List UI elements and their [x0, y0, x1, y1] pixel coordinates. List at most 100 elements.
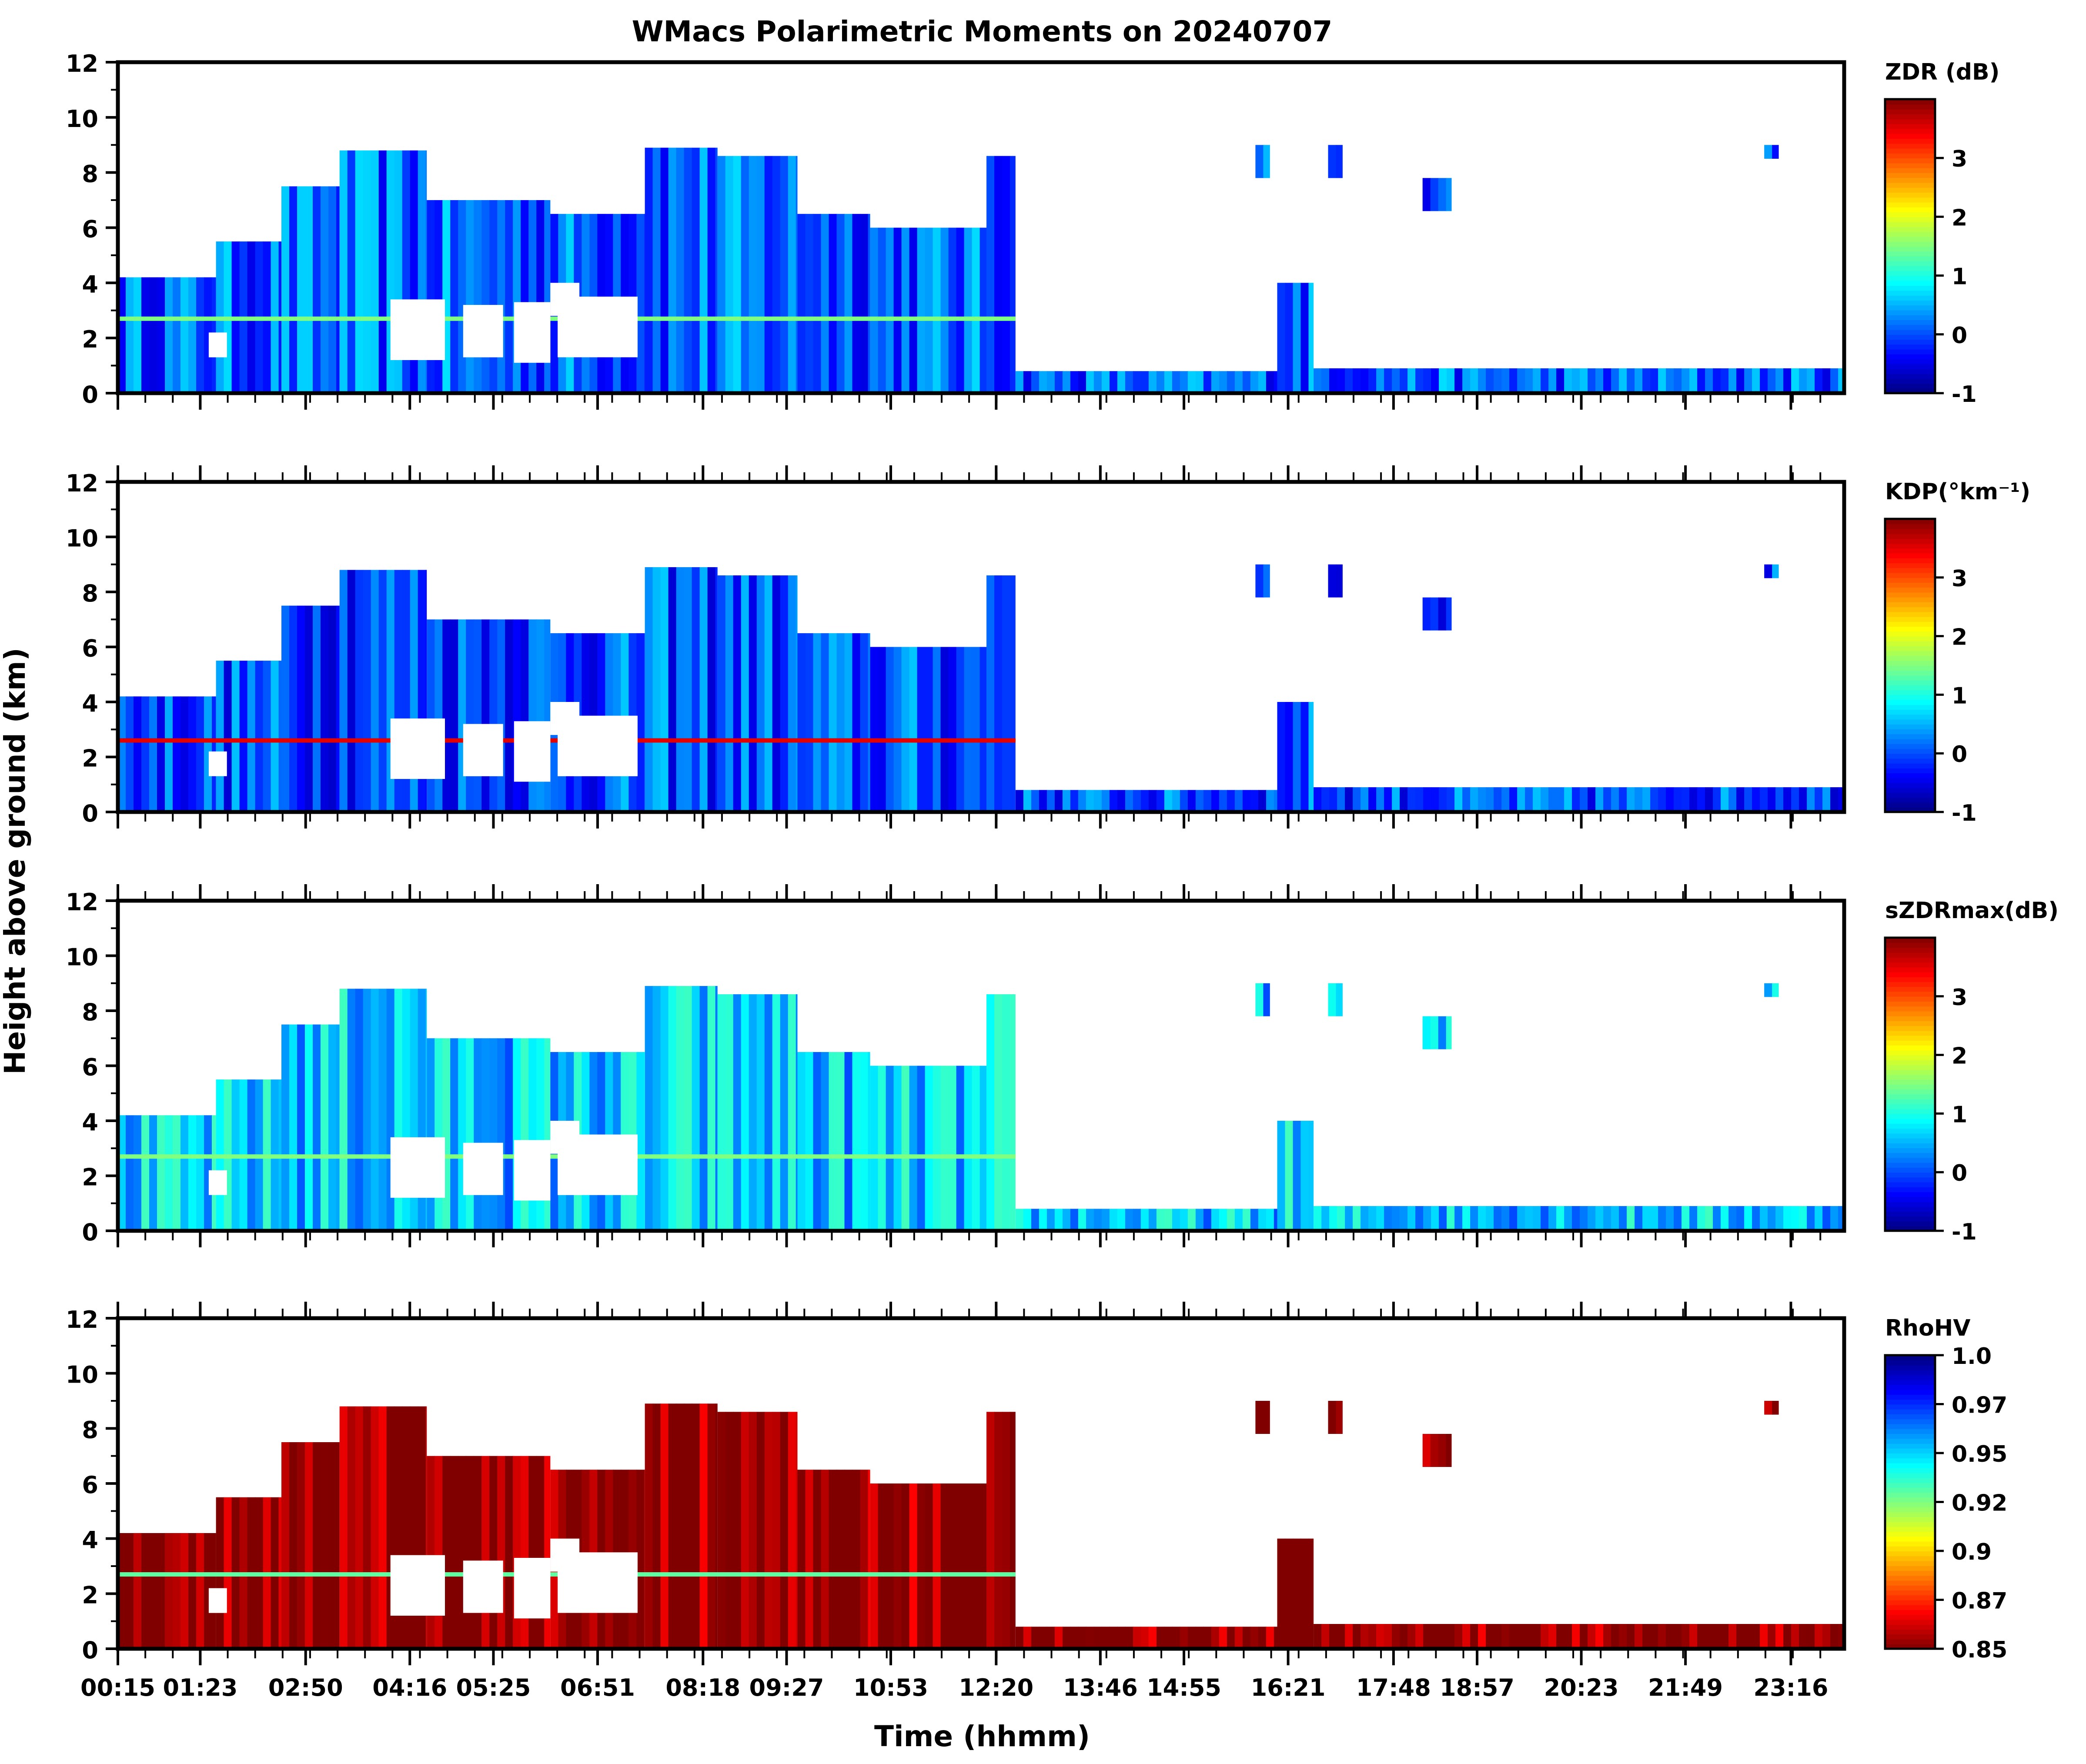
colorbar-tick-label: 0.9 [1952, 1539, 1992, 1565]
echo-cell [1258, 790, 1267, 812]
echo-cell [1180, 371, 1188, 393]
colorbar-tick-label: 0.97 [1952, 1393, 2007, 1419]
echo-cell [1517, 1206, 1526, 1231]
colorbar-segment [1885, 1467, 1935, 1473]
y-tick-label: 4 [82, 271, 98, 298]
echo-cell [336, 605, 340, 812]
colorbar-segment [1885, 256, 1935, 261]
echo-cell [1689, 368, 1698, 393]
echo-cell [289, 186, 298, 393]
colorbar-tick-label: 1 [1952, 1102, 1967, 1128]
colorbar-segment [1885, 1162, 1935, 1168]
colorbar-segment [1885, 695, 1935, 700]
echo-cell [676, 986, 685, 1231]
echo-cell [1336, 1401, 1343, 1434]
echo-cell [1822, 1206, 1831, 1231]
echo-cell [528, 200, 537, 393]
echo-cell [1133, 1627, 1141, 1649]
echo-cell [1666, 368, 1675, 393]
echo-cell [1423, 368, 1432, 393]
colorbar-segment [1885, 548, 1935, 554]
echo-cell [305, 605, 313, 812]
colorbar-segment [1885, 1639, 1935, 1644]
echo-cell [1572, 1624, 1581, 1649]
colorbar-segment [1885, 1565, 1935, 1571]
echo-cell [458, 200, 467, 393]
echo-cell [1603, 368, 1612, 393]
colorbar-segment [1885, 1458, 1935, 1463]
echo-cell [1439, 1206, 1447, 1231]
echo-cell [1564, 1206, 1573, 1231]
echo-cell [1422, 1434, 1431, 1467]
colorbar-segment [1885, 1065, 1935, 1070]
echo-cell [355, 150, 364, 393]
echo-cell [173, 277, 181, 393]
echo-cell [1438, 178, 1447, 211]
echo-cell [1446, 1434, 1452, 1467]
echo-cell [1454, 1624, 1463, 1649]
echo-cell [297, 1442, 305, 1649]
echo-cell [450, 1038, 459, 1231]
echo-cell [1039, 1209, 1047, 1231]
echo-cell [1799, 368, 1808, 393]
x-tick-label: 20:23 [1544, 1674, 1619, 1701]
echo-cell [1046, 1209, 1055, 1231]
echo-cell [1285, 1121, 1294, 1231]
echo-cell [668, 986, 677, 1231]
colorbar-segment [1885, 1050, 1935, 1056]
echo-cell [427, 200, 435, 393]
echo-cell [1361, 1206, 1369, 1231]
echo-cell [860, 214, 869, 393]
echo-cell [216, 661, 224, 812]
y-axis-label: Height above ground (km) [0, 648, 32, 1075]
echo-cell [347, 570, 356, 812]
colorbar-segment [1885, 1370, 1935, 1376]
echo-cell [925, 647, 933, 812]
colorbar-segment [1885, 670, 1935, 676]
echo-cell [425, 570, 427, 812]
colorbar-tick-label: 2 [1952, 625, 1967, 651]
colorbar-segment [1885, 1021, 1935, 1026]
colorbar-segment [1885, 251, 1935, 257]
colorbar-segment [1885, 1196, 1935, 1202]
echo-cell [1494, 368, 1502, 393]
colorbar-segment [1885, 1148, 1935, 1153]
echo-cell [126, 1115, 134, 1231]
echo-cell [1736, 1624, 1745, 1649]
echo-cell [1736, 368, 1745, 393]
echo-cell [1619, 787, 1628, 812]
echo-cell [1478, 1206, 1487, 1231]
echo-cell [1023, 790, 1032, 812]
echo-cell [1300, 702, 1309, 812]
echo-cell [134, 1115, 142, 1231]
echo-cell [1501, 1624, 1510, 1649]
colorbar-segment [1885, 704, 1935, 710]
echo-cell [870, 1066, 879, 1231]
echo-void [208, 751, 227, 776]
colorbar-segment [1885, 724, 1935, 729]
echo-cell [1070, 1627, 1079, 1649]
echo-cell [1744, 368, 1753, 393]
colorbar-segment [1885, 1443, 1935, 1449]
colorbar-segment [1885, 1438, 1935, 1444]
colorbar-segment [1885, 99, 1935, 105]
echo-cell [940, 1066, 949, 1231]
echo-cell [725, 1412, 734, 1649]
echo-cell [1078, 790, 1086, 812]
colorbar-segment [1885, 719, 1935, 725]
echo-cell [281, 605, 290, 812]
colorbar-segment [1885, 802, 1935, 808]
colorbar-segment [1885, 577, 1935, 583]
echo-cell [1015, 371, 1024, 393]
echo-cell [1462, 787, 1471, 812]
x-tick-label: 08:18 [665, 1674, 740, 1701]
echo-cell [1768, 787, 1776, 812]
echo-cell [636, 214, 645, 393]
colorbar-segment [1885, 1536, 1935, 1542]
echo-cell [1697, 1206, 1706, 1231]
colorbar-segment [1885, 197, 1935, 203]
echo-cell [1031, 371, 1040, 393]
echo-cell [513, 200, 522, 393]
echo-cell [1431, 368, 1440, 393]
colorbar-segment [1885, 1069, 1935, 1075]
